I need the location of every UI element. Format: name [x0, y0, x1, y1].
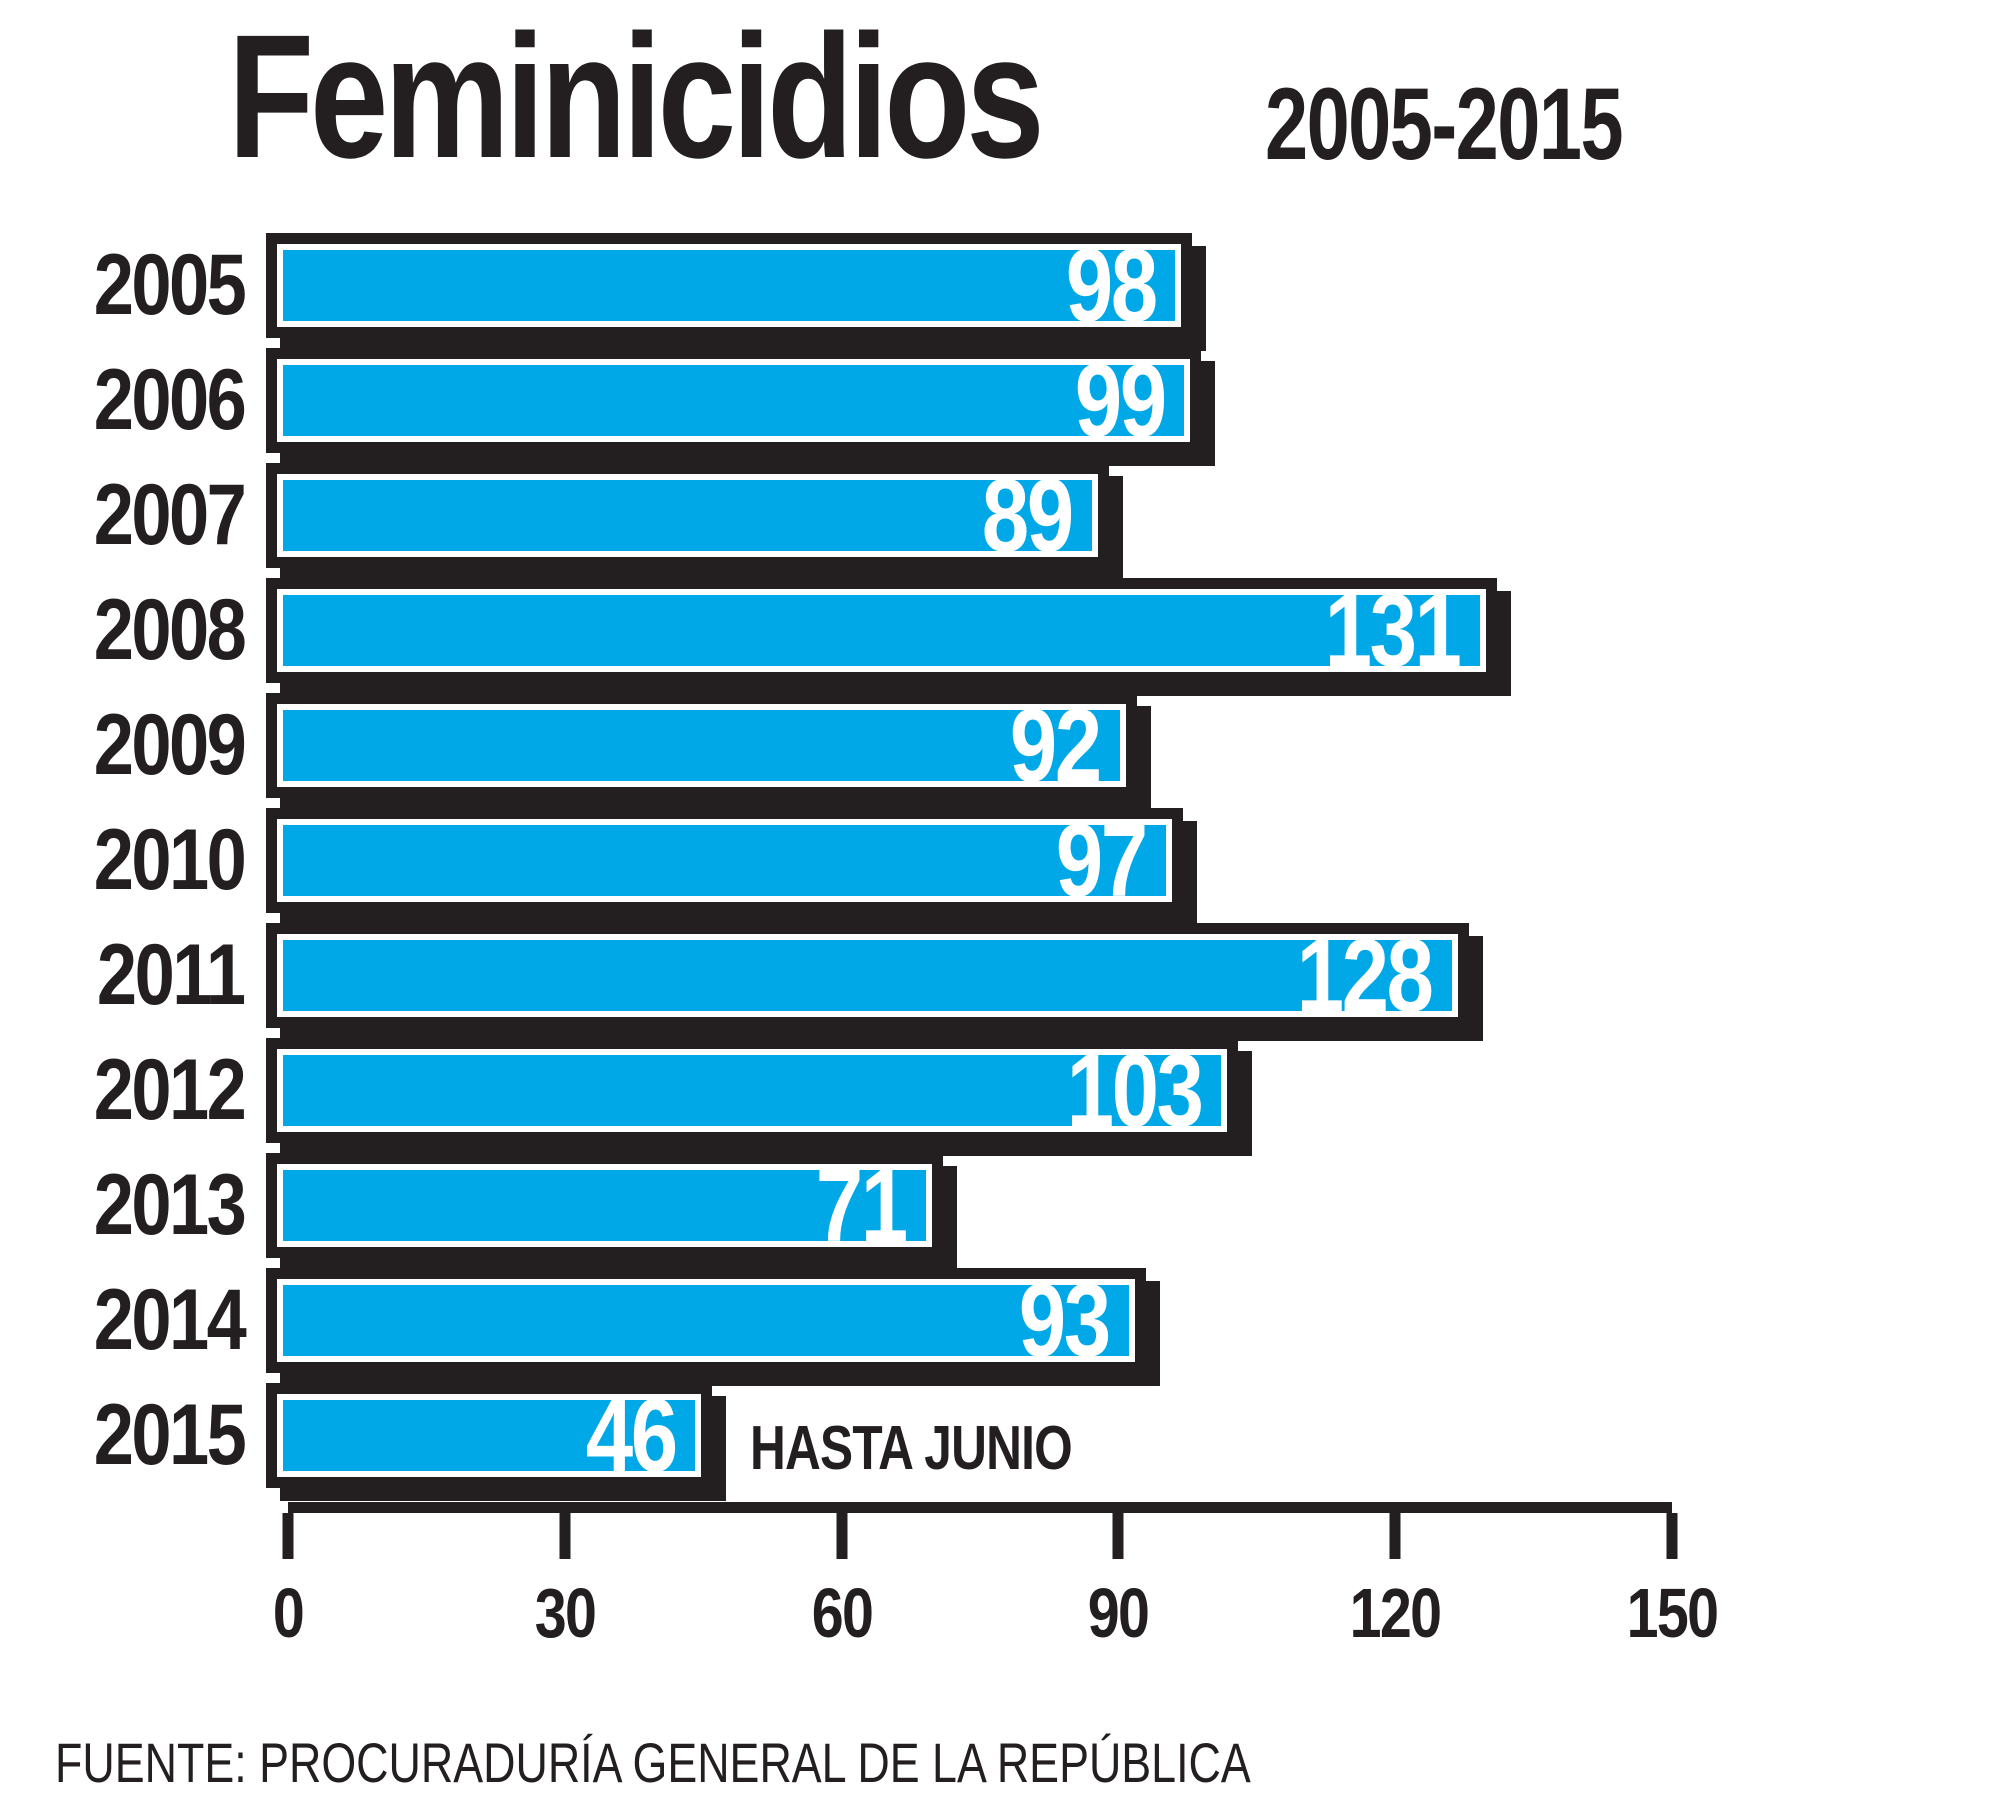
bar-value-label: 93 — [1019, 1262, 1111, 1379]
value-bar-2009: 92 — [266, 693, 1137, 798]
x-axis-tick — [559, 1513, 571, 1559]
year-cell: 2013 — [0, 1153, 266, 1258]
year-label: 2011 — [97, 927, 246, 1023]
bar-row: 2008 131 — [0, 578, 2000, 683]
x-axis-tick-label: 60 — [811, 1574, 873, 1652]
value-bar-2015: 46 — [266, 1377, 713, 1494]
value-bar-2010: 97 — [266, 808, 1183, 913]
bar-chart: 2005 98 2006 99 2007 89 2008 131 2009 92 2010 97 201… — [0, 233, 2000, 1672]
year-cell: 2008 — [0, 578, 266, 683]
year-label: 2012 — [93, 1042, 246, 1138]
year-label: 2006 — [93, 352, 246, 448]
bar-row: 2012 103 — [0, 1038, 2000, 1143]
bar-value-label: 92 — [1009, 687, 1102, 804]
bar-row: 2007 89 — [0, 463, 2000, 568]
bar-track: 93 — [266, 1268, 1650, 1373]
x-axis: 0 30 60 90 120 150 — [273, 1502, 1719, 1672]
bar-annotation: HASTA JUNIO — [750, 1414, 1073, 1483]
year-cell: 2009 — [0, 693, 266, 798]
bar-value-label: 98 — [1065, 227, 1157, 344]
header: Feminicidios 2005-2015 — [0, 0, 2000, 185]
bar-value-label: 71 — [816, 1147, 908, 1264]
bar-value-label: 103 — [1066, 1032, 1203, 1149]
year-label: 2015 — [93, 1387, 246, 1483]
bar-value-label: 89 — [982, 457, 1074, 574]
bar-track: 46 HASTA JUNIO — [266, 1383, 1650, 1488]
value-bar-2008: 131 — [266, 578, 1497, 683]
bar-row: 2010 97 — [0, 808, 2000, 913]
bar-row: 2015 46 HASTA JUNIO — [0, 1383, 2000, 1488]
source-credit: FUENTE: PROCURADURÍA GENERAL DE LA REPÚB… — [55, 1731, 1251, 1794]
bar-row: 2006 99 — [0, 348, 2000, 453]
bar-track: 97 — [266, 808, 1650, 913]
x-axis-tick — [1389, 1513, 1401, 1559]
bar-row: 2013 71 — [0, 1153, 2000, 1258]
value-bar-2006: 99 — [266, 342, 1202, 459]
x-axis-tick — [1112, 1513, 1124, 1559]
bar-row: 2009 92 — [0, 693, 2000, 798]
x-axis-tick-label: 150 — [1626, 1574, 1719, 1652]
bar-row: 2014 93 — [0, 1268, 2000, 1373]
year-cell: 2010 — [0, 808, 266, 913]
bar-track: 103 — [266, 1038, 1650, 1143]
year-cell: 2005 — [0, 233, 266, 338]
value-bar-2012: 103 — [266, 1032, 1239, 1149]
value-bar-2007: 89 — [266, 457, 1110, 574]
bar-track: 131 — [266, 578, 1650, 683]
chart-title: Feminicidios — [228, 0, 1045, 195]
bar-track: 71 — [266, 1153, 1650, 1258]
year-cell: 2006 — [0, 348, 266, 453]
value-bar-2005: 98 — [266, 227, 1193, 344]
x-axis-tick-label: 120 — [1349, 1574, 1442, 1652]
bar-track: 99 — [266, 348, 1650, 453]
bar-row: 2011 128 — [0, 923, 2000, 1028]
bar-row: 2005 98 — [0, 233, 2000, 338]
year-label: 2008 — [93, 582, 246, 678]
x-axis-tick-label: 90 — [1088, 1574, 1150, 1652]
value-bar-2014: 93 — [266, 1262, 1147, 1379]
year-label: 2014 — [93, 1272, 246, 1368]
bar-track: 98 — [266, 233, 1650, 338]
footer: FUENTE: PROCURADURÍA GENERAL DE LA REPÚB… — [55, 1730, 2000, 1795]
bar-value-label: 131 — [1324, 572, 1462, 689]
x-axis-line — [288, 1502, 1672, 1513]
year-label: 2005 — [93, 237, 246, 333]
year-cell: 2011 — [0, 923, 266, 1028]
x-axis-tick-label: 0 — [272, 1574, 305, 1652]
bar-rows: 2005 98 2006 99 2007 89 2008 131 2009 92 2010 97 201… — [0, 233, 2000, 1488]
year-label: 2009 — [93, 697, 246, 793]
bar-track: 92 — [266, 693, 1650, 798]
value-bar-2013: 71 — [266, 1147, 944, 1264]
year-label: 2013 — [93, 1157, 246, 1253]
year-cell: 2015 — [0, 1383, 266, 1488]
bar-value-label: 97 — [1056, 802, 1148, 919]
chart-subtitle: 2005-2015 — [1265, 67, 1624, 181]
bar-track: 89 — [266, 463, 1650, 568]
year-label: 2010 — [93, 812, 246, 908]
bar-value-label: 128 — [1297, 917, 1434, 1034]
bar-value-label: 46 — [585, 1377, 677, 1494]
year-label: 2007 — [93, 467, 246, 563]
x-axis-tick — [836, 1513, 848, 1559]
bar-track: 128 — [266, 923, 1650, 1028]
year-cell: 2012 — [0, 1038, 266, 1143]
x-axis-tick-label: 30 — [534, 1574, 597, 1652]
year-cell: 2007 — [0, 463, 266, 568]
x-axis-tick — [282, 1513, 294, 1559]
value-bar-2011: 128 — [266, 923, 1469, 1028]
x-axis-tick — [1666, 1513, 1678, 1559]
year-cell: 2014 — [0, 1268, 266, 1373]
bar-value-label: 99 — [1074, 342, 1166, 459]
